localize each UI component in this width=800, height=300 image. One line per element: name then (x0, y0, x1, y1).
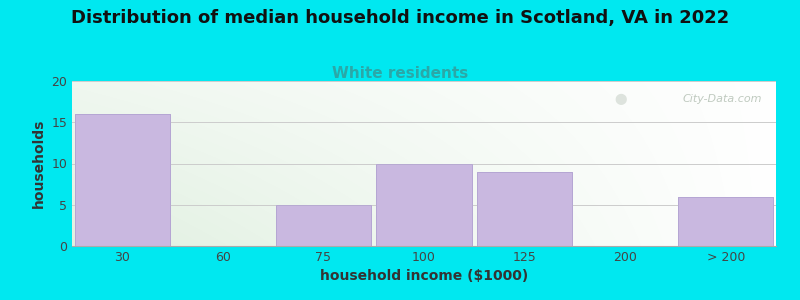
Bar (74, 114, 170, 246)
Bar (276, 205, 371, 246)
Text: City-Data.com: City-Data.com (682, 94, 762, 104)
Bar (376, 164, 472, 246)
X-axis label: household income ($1000): household income ($1000) (320, 269, 528, 284)
Y-axis label: households: households (32, 119, 46, 208)
Bar (678, 196, 774, 246)
Text: White residents: White residents (332, 66, 468, 81)
Bar (276, 205, 371, 246)
Text: Distribution of median household income in Scotland, VA in 2022: Distribution of median household income … (71, 9, 729, 27)
Bar (376, 164, 472, 246)
Bar (678, 196, 774, 246)
Bar (477, 172, 572, 246)
Bar (74, 114, 170, 246)
Bar (477, 172, 572, 246)
Text: ⬤: ⬤ (614, 94, 626, 105)
